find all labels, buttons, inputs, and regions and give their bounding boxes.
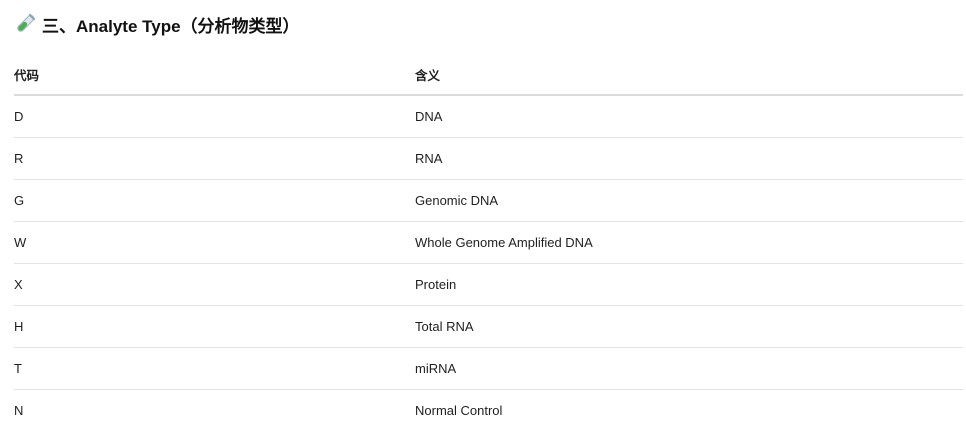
meaning-cell: Genomic DNA xyxy=(415,193,499,208)
code-cell: G xyxy=(14,193,25,208)
meaning-cell: Whole Genome Amplified DNA xyxy=(415,235,593,250)
meaning-cell: Protein xyxy=(415,277,457,292)
meaning-cell: Total RNA xyxy=(415,319,474,334)
table-row: W Whole Genome Amplified DNA xyxy=(14,222,963,264)
table-row: G Genomic DNA xyxy=(14,180,963,222)
table-row: X Protein xyxy=(14,264,963,306)
column-header-code: 代码 xyxy=(14,68,40,83)
meaning-cell: RNA xyxy=(415,151,443,166)
column-header-meaning: 含义 xyxy=(415,68,441,83)
table-header-row: 代码 含义 xyxy=(14,54,963,96)
code-cell: W xyxy=(14,235,27,250)
section-title: 三、Analyte Type（分析物类型） xyxy=(42,16,300,36)
code-cell: R xyxy=(14,151,24,166)
meaning-cell: DNA xyxy=(415,109,443,124)
meaning-cell: miRNA xyxy=(415,361,457,376)
section-heading: 三、Analyte Type（分析物类型） xyxy=(14,12,300,36)
table-row: D DNA xyxy=(14,96,963,138)
table-row: R RNA xyxy=(14,138,963,180)
meaning-cell: Normal Control xyxy=(415,403,503,418)
code-cell: X xyxy=(14,277,23,292)
table-row: N Normal Control xyxy=(14,390,963,424)
code-cell: H xyxy=(14,319,24,334)
analyte-type-table: 代码 含义 D DNA R RNA G Genomic DNA W Whole … xyxy=(14,54,963,424)
code-cell: D xyxy=(14,109,24,124)
code-cell: N xyxy=(14,403,24,418)
table-row: H Total RNA xyxy=(14,306,963,348)
test-tube-icon xyxy=(14,13,36,35)
code-cell: T xyxy=(14,361,22,376)
table-row: T miRNA xyxy=(14,348,963,390)
